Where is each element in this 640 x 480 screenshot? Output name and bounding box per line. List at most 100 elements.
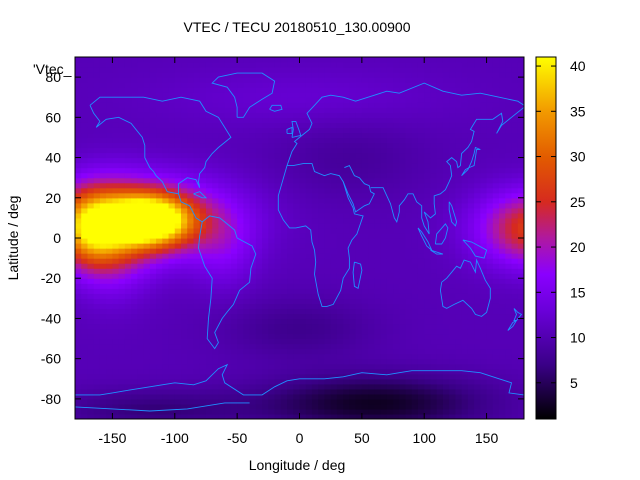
heatmap-cell (311, 273, 319, 279)
heatmap-cell (75, 323, 82, 330)
heatmap-cell (311, 112, 319, 118)
heatmap-cell (87, 313, 95, 320)
heatmap-cell (380, 157, 388, 164)
heatmap-cell (336, 248, 344, 254)
heatmap-cell (280, 258, 288, 264)
heatmap-cell (499, 243, 506, 249)
heatmap-cell (405, 147, 413, 154)
heatmap-cell (349, 368, 357, 375)
heatmap-cell (87, 348, 95, 355)
heatmap-cell (417, 102, 425, 108)
heatmap-cell (118, 408, 126, 415)
heatmap-cell (280, 207, 288, 214)
heatmap-cell (293, 227, 301, 234)
heatmap-cell (262, 353, 269, 360)
heatmap-cell (137, 227, 145, 234)
heatmap-cell (386, 142, 394, 149)
heatmap-cell (75, 413, 82, 419)
heatmap-cell (193, 57, 201, 63)
heatmap-cell (355, 197, 363, 204)
heatmap-cell (93, 353, 101, 360)
heatmap-cell (299, 212, 307, 219)
heatmap-cell (131, 132, 138, 139)
heatmap-cell (268, 207, 276, 214)
heatmap-cell (106, 268, 114, 274)
heatmap-cell (156, 202, 163, 209)
heatmap-cell (118, 253, 126, 259)
heatmap-cell (75, 92, 82, 98)
heatmap-cell (374, 288, 382, 294)
heatmap-cell (380, 258, 388, 264)
heatmap-cell (311, 162, 319, 169)
heatmap-cell (486, 67, 494, 73)
heatmap-cell (480, 57, 488, 63)
heatmap-cell (305, 308, 313, 315)
heatmap-cell (106, 393, 114, 400)
heatmap-cell (299, 177, 307, 184)
heatmap-cell (162, 348, 170, 355)
heatmap-cell (355, 62, 363, 68)
heatmap-cell (205, 127, 213, 134)
heatmap-cell (187, 333, 195, 340)
heatmap-cell (417, 278, 425, 284)
heatmap-cell (499, 263, 506, 269)
heatmap-cell (436, 378, 444, 385)
heatmap-cell (430, 127, 438, 134)
heatmap-cell (143, 92, 151, 98)
heatmap-cell (368, 268, 375, 274)
heatmap-cell (486, 222, 494, 229)
heatmap-cell (299, 268, 307, 274)
heatmap-cell (280, 243, 288, 249)
heatmap-cell (305, 263, 313, 269)
heatmap-cell (355, 107, 363, 113)
heatmap-cell (131, 167, 138, 174)
heatmap-cell (112, 87, 120, 93)
heatmap-cell (156, 222, 163, 229)
heatmap-cell (230, 333, 238, 340)
heatmap-cell (318, 363, 326, 370)
heatmap-cell (124, 142, 132, 149)
heatmap-cell (249, 87, 257, 93)
heatmap-cell (343, 258, 350, 264)
heatmap-cell (424, 62, 432, 68)
heatmap-cell (143, 172, 151, 179)
heatmap-cell (243, 117, 251, 123)
heatmap-cell (386, 102, 394, 108)
heatmap-cell (230, 338, 238, 345)
heatmap-cell (293, 202, 301, 209)
heatmap-cell (174, 383, 182, 390)
heatmap-cell (424, 258, 432, 264)
heatmap-cell (480, 167, 488, 174)
heatmap-cell (237, 167, 244, 174)
heatmap-cell (486, 202, 494, 209)
heatmap-cell (156, 348, 163, 355)
heatmap-cell (305, 253, 313, 259)
heatmap-cell (293, 152, 301, 159)
heatmap-cell (324, 358, 332, 365)
heatmap-cell (355, 127, 363, 134)
heatmap-cell (461, 57, 469, 63)
heatmap-cell (262, 408, 269, 415)
heatmap-cell (505, 368, 513, 375)
heatmap-cell (343, 122, 350, 128)
heatmap-cell (417, 378, 425, 385)
heatmap-cell (349, 293, 357, 299)
heatmap-cell (187, 122, 195, 128)
heatmap-cell (505, 343, 513, 350)
heatmap-cell (361, 187, 369, 194)
heatmap-cell (368, 177, 375, 184)
heatmap-cell (149, 62, 157, 68)
heatmap-cell (355, 363, 363, 370)
heatmap-cell (299, 77, 307, 83)
heatmap-cell (480, 177, 488, 184)
heatmap-cell (442, 192, 450, 199)
heatmap-cell (193, 202, 201, 209)
heatmap-cell (230, 383, 238, 390)
heatmap-cell (181, 137, 188, 144)
heatmap-cell (417, 353, 425, 360)
heatmap-cell (249, 253, 257, 259)
heatmap-cell (81, 343, 89, 350)
heatmap-cell (280, 232, 288, 239)
heatmap-cell (386, 67, 394, 73)
heatmap-cell (143, 348, 151, 355)
